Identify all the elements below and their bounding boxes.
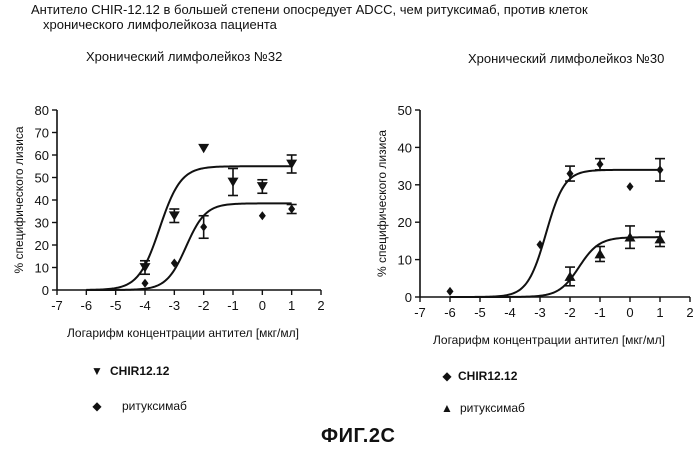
chart-1-y-tick-label: 30 <box>35 216 49 231</box>
chart-2-plot: 0 10 20 30 40 50 -7 -6 -5 -4 -3 -2 -1 0 1 2 % специфичес… <box>375 103 694 347</box>
chart-2-y-axis-label: % специфического лизиса <box>375 130 389 277</box>
chart-2-data-point <box>624 232 636 242</box>
chart-1-data-point <box>227 177 239 187</box>
chart-1-legend-item-1: ▼ CHIR12.12 <box>88 364 169 378</box>
chart-2-fit-curve <box>450 236 660 298</box>
chart-1-data-point <box>198 143 210 154</box>
chart-2-data-point <box>626 182 634 192</box>
chart-2-data-point <box>446 286 454 296</box>
chart-2-legend-label-1: CHIR12.12 <box>458 369 518 383</box>
chart-1-x-tick-label: 1 <box>288 298 295 313</box>
chart-1-x-tick-label: -5 <box>110 298 122 313</box>
chart-1-data-point <box>286 159 298 169</box>
chart-2-x-tick-label: -2 <box>564 305 576 320</box>
chart-1-data-point <box>139 263 151 273</box>
chart-2-data-point <box>566 169 574 179</box>
chart-1-data-point <box>288 204 296 214</box>
chart-2-legend-item-1: ◆ CHIR12.12 <box>438 369 517 383</box>
chart-1-y-tick-label: 0 <box>42 283 49 298</box>
chart-1-data-point <box>200 222 208 232</box>
figure-caption: Антитело CHIR-12.12 в большей степени оп… <box>31 2 671 32</box>
chart-2-x-tick-label: -3 <box>534 305 546 320</box>
chart-2-data-point <box>564 271 576 281</box>
chart-1-x-tick-label: 2 <box>317 298 324 313</box>
chart-1-y-tick-label: 60 <box>35 148 49 163</box>
chart-2-x-tick-label: -1 <box>594 305 606 320</box>
chart-1-x-tick-label: -6 <box>81 298 93 313</box>
caption-line-1: Антитело CHIR-12.12 в большей степени оп… <box>31 2 588 17</box>
chart-1-fit-curve <box>86 165 292 291</box>
chart-2-y-tick-label: 40 <box>398 140 412 155</box>
chart-1-data-point <box>258 211 266 221</box>
chart-2-x-axis-label: Логарифм концентрации антител [мкг/мл] <box>433 333 665 347</box>
chart-2-title: Хронический лимфолейкоз №30 <box>468 51 665 66</box>
chart-1-plot: 0 10 20 30 40 50 60 70 80 -7 -6 -5 -4 -3 -2 -1 0 1 2 % спец… <box>12 103 325 340</box>
chart-1-y-tick-label: 70 <box>35 126 49 141</box>
chart-1-series-2 <box>86 202 297 291</box>
chart-2-y-tick-label: 0 <box>405 290 412 305</box>
chart-1-series-1 <box>86 143 298 291</box>
chart-2-data-point <box>594 249 606 259</box>
chart-2-x-tick-label: -4 <box>504 305 516 320</box>
chart-1-x-tick-label: -2 <box>198 298 210 313</box>
chart-1-data-point <box>141 278 149 288</box>
chart-1-legend-label-2: ритуксимаб <box>122 399 187 413</box>
chart-1-legend-label-1: CHIR12.12 <box>110 364 170 378</box>
chart-2-legend-label-2: ритуксимаб <box>460 401 525 415</box>
chart-1-y-tick-label: 40 <box>35 193 49 208</box>
chart-2-x-tick-label: 1 <box>656 305 663 320</box>
chart-2-y-tick-label: 10 <box>398 253 412 268</box>
chart-2-data-point <box>656 165 664 175</box>
chart-2-x-tick-label: 2 <box>686 305 693 320</box>
triangle-down-icon: ▼ <box>91 364 103 378</box>
diamond-icon: ◆ <box>442 369 452 383</box>
chart-2-series-2 <box>450 225 666 298</box>
chart-1-x-tick-label: -3 <box>169 298 181 313</box>
chart-2-legend-item-2: ▲ ритуксимаб <box>438 401 525 415</box>
chart-1-x-axis-label: Логарифм концентрации антител [мкг/мл] <box>67 326 299 340</box>
chart-1-x-tick-label: 0 <box>259 298 266 313</box>
chart-1-fit-curve <box>86 202 292 291</box>
chart-1-data-point <box>168 211 180 221</box>
chart-2-x-tick-label: -7 <box>414 305 426 320</box>
chart-2-y-tick-label: 20 <box>398 215 412 230</box>
chart-2-series-1 <box>446 157 665 298</box>
chart-2-y-tick-label: 50 <box>398 103 412 118</box>
chart-1-data-point <box>256 182 268 192</box>
chart-1-y-tick-label: 50 <box>35 171 49 186</box>
diamond-icon: ◆ <box>92 399 102 413</box>
chart-1-y-tick-label: 80 <box>35 103 49 118</box>
chart-2-data-point <box>536 240 544 250</box>
chart-1-title: Хронический лимфолейкоз №32 <box>86 49 283 64</box>
chart-1-data-point <box>170 258 178 268</box>
chart-1-x-tick-label: -1 <box>227 298 239 313</box>
chart-2-y-tick-label: 30 <box>398 178 412 193</box>
chart-1-y-axis-label: % специфического лизиса <box>12 126 26 273</box>
chart-1-x-tick-label: -7 <box>51 298 63 313</box>
chart-2-x-tick-label: -5 <box>474 305 486 320</box>
chart-1-y-tick-label: 20 <box>35 238 49 253</box>
chart-2-data-point <box>596 159 604 169</box>
figure-label: ФИГ.2С <box>321 425 396 447</box>
chart-2-x-tick-label: 0 <box>626 305 633 320</box>
triangle-up-icon: ▲ <box>441 401 453 415</box>
chart-2-x-tick-label: -6 <box>444 305 456 320</box>
chart-2-data-point <box>654 234 666 244</box>
chart-1-x-tick-label: -4 <box>139 298 151 313</box>
caption-line-2: хронического лимфолейкоза пациента <box>43 17 277 32</box>
chart-1-legend-item-2: ◆ ритуксимаб <box>88 399 187 413</box>
chart-1-y-tick-label: 10 <box>35 261 49 276</box>
